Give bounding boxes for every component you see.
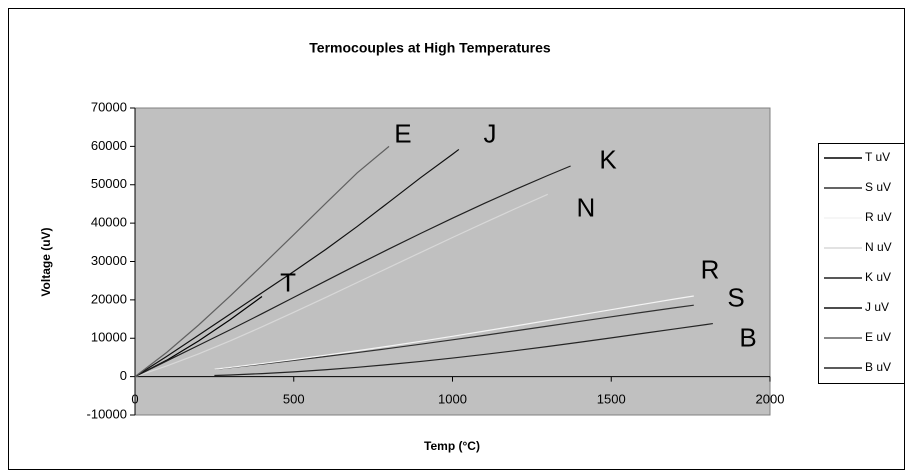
- series-line: [134, 145, 390, 378]
- x-tick-label: 500: [283, 391, 305, 406]
- y-tick-label: 30000: [91, 253, 127, 268]
- annotation: B: [739, 323, 756, 353]
- series-line: [214, 295, 694, 370]
- legend-label: E uV: [865, 330, 891, 344]
- annotation: N: [576, 193, 595, 223]
- y-tick-label: 40000: [91, 215, 127, 230]
- annotation: E: [394, 119, 411, 149]
- x-tick-label: 1500: [597, 391, 626, 406]
- series-line: [134, 193, 548, 378]
- annotation: J: [483, 119, 496, 149]
- y-axis-label: Voltage (uV): [39, 227, 53, 296]
- x-axis-label: Temp (°C): [424, 439, 480, 453]
- legend-label: S uV: [865, 180, 891, 194]
- legend-label: N uV: [865, 240, 892, 254]
- legend-label: T uV: [865, 150, 890, 164]
- y-tick-label: 10000: [91, 330, 127, 345]
- y-tick-label: 60000: [91, 138, 127, 153]
- legend-label: R uV: [865, 210, 892, 224]
- annotation: K: [599, 145, 617, 175]
- y-tick-label: 70000: [91, 99, 127, 114]
- annotation: R: [701, 254, 720, 284]
- series-line: [214, 304, 694, 371]
- x-tick-label: 1000: [438, 391, 467, 406]
- y-tick-label: 0: [120, 368, 127, 383]
- plot-area: [134, 107, 771, 416]
- chart-title: Termocouples at High Temperatures: [309, 40, 551, 56]
- legend-label: K uV: [865, 270, 891, 284]
- y-tick-label: -10000: [87, 406, 127, 421]
- legend-label: J uV: [865, 300, 889, 314]
- series-line: [134, 148, 460, 378]
- y-tick-label: 20000: [91, 291, 127, 306]
- x-tick-label: 2000: [756, 391, 785, 406]
- series-line: [134, 165, 571, 378]
- annotation: S: [727, 282, 744, 312]
- legend-label: B uV: [865, 360, 891, 374]
- series-line: [214, 322, 713, 377]
- annotation: T: [280, 267, 296, 297]
- legend: [818, 143, 905, 384]
- y-tick-label: 50000: [91, 176, 127, 191]
